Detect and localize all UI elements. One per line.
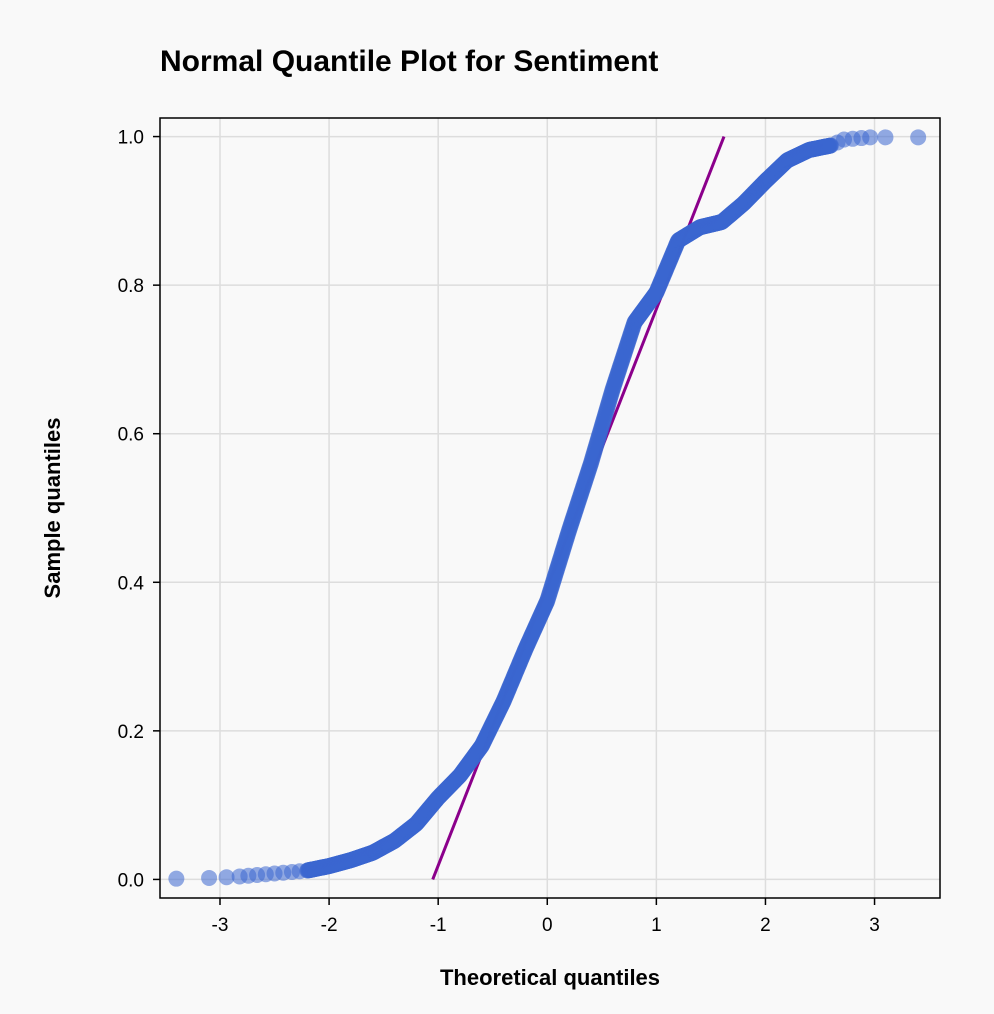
x-tick-label: -2 xyxy=(321,915,338,936)
y-tick-label: 0.6 xyxy=(118,425,144,446)
x-ticks: -3 -2 -1 0 1 2 3 xyxy=(212,898,880,936)
y-tick-label: 0.8 xyxy=(118,276,144,297)
y-tick-label: 0.4 xyxy=(118,573,145,594)
plot-frame xyxy=(159,117,941,899)
x-tick-label: 2 xyxy=(760,915,771,936)
y-ticks: 0.0 0.2 0.4 0.6 0.8 1.0 xyxy=(118,128,160,891)
points-group xyxy=(168,129,927,887)
x-tick-label: 3 xyxy=(869,915,880,936)
sample-point xyxy=(877,129,894,146)
x-tick-label: 1 xyxy=(651,915,662,936)
sample-point xyxy=(218,869,235,886)
sample-point xyxy=(862,129,879,146)
x-tick-label: -3 xyxy=(212,915,229,936)
x-tick-label: 0 xyxy=(542,915,553,936)
x-tick-label: -1 xyxy=(430,915,447,936)
chart-title: Normal Quantile Plot for Sentiment xyxy=(160,45,658,78)
y-tick-label: 0.0 xyxy=(118,870,144,891)
grid xyxy=(160,118,940,898)
sample-point xyxy=(910,129,927,146)
sample-point xyxy=(201,869,218,886)
y-tick-label: 0.2 xyxy=(118,722,144,743)
sample-point xyxy=(168,870,185,887)
x-axis-label: Theoretical quantiles xyxy=(440,965,660,990)
sample-point xyxy=(291,863,308,880)
y-tick-label: 1.0 xyxy=(118,128,144,149)
y-axis-label: Sample quantiles xyxy=(40,418,65,599)
